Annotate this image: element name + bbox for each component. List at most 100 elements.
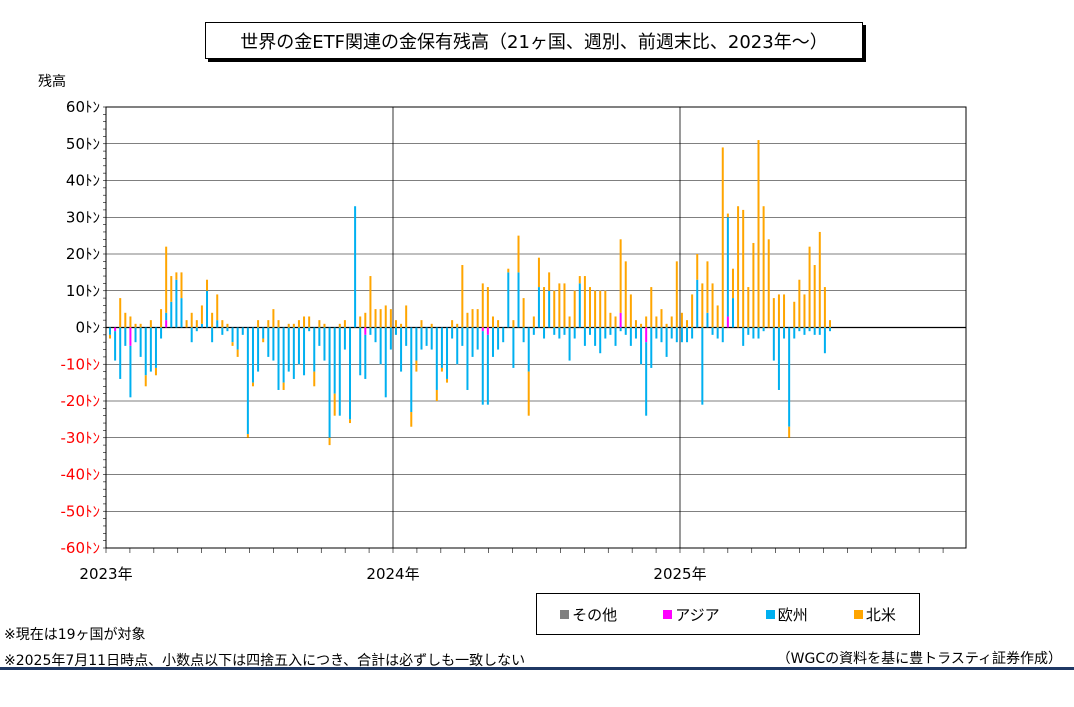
bar-segment <box>241 327 244 335</box>
bar-segment <box>481 327 484 332</box>
bar-segment <box>624 261 627 328</box>
bar-segment <box>665 323 668 328</box>
bar-segment <box>583 276 586 328</box>
bar-segment <box>328 437 331 446</box>
bar-segment <box>221 320 224 328</box>
bar-segment <box>216 294 219 321</box>
bar-segment <box>461 265 464 328</box>
bar-segment <box>374 309 377 328</box>
bar-segment <box>211 312 214 328</box>
bar-segment <box>701 283 704 328</box>
bar-segment <box>195 320 198 328</box>
bar-segment <box>527 327 530 372</box>
bar-segment <box>267 327 270 357</box>
x-tick-label: 2025年 <box>653 565 706 583</box>
bar-segment <box>476 309 479 328</box>
bar-segment <box>134 323 137 328</box>
bar-segment <box>640 323 643 328</box>
bar-segment <box>808 246 811 328</box>
bar-segment <box>553 327 556 335</box>
bar-segment <box>236 327 239 350</box>
bar-segment <box>251 327 254 383</box>
bar-segment <box>359 316 362 328</box>
bar-segment <box>109 327 111 335</box>
bar-segment <box>364 334 367 379</box>
bar-segment <box>619 239 622 313</box>
legend-label-europe: 欧州 <box>777 605 808 624</box>
note-countries: ※現在は19ヶ国が対象 <box>4 627 146 643</box>
bar-segment <box>793 327 796 339</box>
bar-segment <box>829 327 831 332</box>
bar-segment <box>165 246 168 313</box>
bar-segment <box>364 327 367 335</box>
legend-label-other: その他 <box>572 605 618 624</box>
bar-segment <box>180 272 183 299</box>
bar-segment <box>578 276 581 284</box>
legend: その他 アジア 欧州 北米 <box>536 593 920 635</box>
note-date: ※2025年7月11日時点、小数点以下は四捨五入につき、合計は必ずしも一致しない <box>4 653 526 669</box>
y-tick-label: 30ﾄﾝ <box>66 208 100 226</box>
bar-segment <box>149 320 152 328</box>
y-axis-label: 残高 <box>38 73 66 90</box>
bar-segment <box>742 209 745 328</box>
bar-segment <box>497 327 500 350</box>
bar-segment <box>338 327 341 416</box>
bar-segment <box>379 327 382 365</box>
bar-segment <box>292 327 295 379</box>
bar-segment <box>471 327 474 357</box>
bar-segment <box>808 327 811 332</box>
bar-segment <box>481 283 484 328</box>
bar-segment <box>328 327 331 438</box>
bar-segment <box>221 327 224 335</box>
bar-segment <box>124 327 127 346</box>
bar-segment <box>400 323 403 328</box>
bar-segment <box>415 327 418 361</box>
bar-segment <box>165 312 168 321</box>
bar-segment <box>788 327 791 427</box>
bar-segment <box>491 316 494 328</box>
bar-segment <box>389 327 392 350</box>
bar-segment <box>691 327 694 339</box>
bar-segment <box>292 323 295 328</box>
bar-segment <box>568 316 571 328</box>
bar-segment <box>149 327 152 372</box>
y-tick-label: 50ﾄﾝ <box>66 135 100 153</box>
bar-segment <box>200 323 203 328</box>
bar-segment <box>297 327 300 365</box>
bar-segment <box>726 217 729 317</box>
bar-segment <box>405 327 408 346</box>
bar-segment <box>410 327 413 413</box>
bar-segment <box>543 287 546 328</box>
bar-segment <box>349 419 351 424</box>
bar-segment <box>609 327 612 335</box>
bar-segment <box>384 305 387 328</box>
bar-segment <box>624 327 627 335</box>
bar-segment <box>481 331 484 405</box>
bar-segment <box>277 327 280 390</box>
bar-segment <box>318 327 321 346</box>
bar-segment <box>267 320 270 328</box>
bar-segment <box>706 312 709 328</box>
bar-segment <box>435 327 438 390</box>
bar-segment <box>604 290 607 328</box>
bar-segment <box>558 283 561 328</box>
bar-segment <box>742 327 745 346</box>
bar-segment <box>609 312 612 328</box>
bar-segment <box>502 327 505 343</box>
bar-segment <box>440 367 443 372</box>
bar-segment <box>144 327 147 376</box>
bar-segment <box>670 316 673 328</box>
bar-segment <box>532 316 535 328</box>
bar-segment <box>558 327 561 339</box>
bar-segment <box>262 338 265 343</box>
bar-segment <box>706 261 709 313</box>
bar-segment <box>563 283 566 328</box>
bar-segment <box>716 305 719 328</box>
bar-segment <box>783 327 786 339</box>
bar-segment <box>405 305 408 328</box>
bar-segment <box>522 327 525 343</box>
x-tick-label: 2024年 <box>366 565 419 583</box>
bar-segment <box>537 257 540 288</box>
bar-segment <box>696 279 699 328</box>
bar-segment <box>491 327 494 357</box>
